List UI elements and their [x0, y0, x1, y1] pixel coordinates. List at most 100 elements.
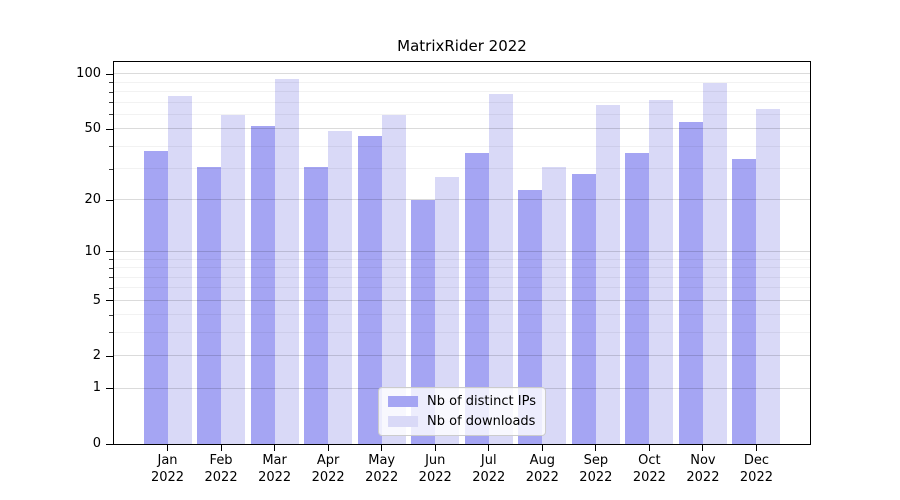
x-tick-month: Feb — [209, 453, 233, 468]
x-tick-month: Oct — [638, 453, 661, 468]
x-tick-month: Aug — [529, 453, 555, 468]
x-tick-label: Sep 2022 — [564, 452, 628, 486]
bar-nb-of-downloads — [595, 104, 620, 444]
bar-nb-of-distinct-ips — [732, 159, 757, 444]
plot-area: Nb of distinct IPs Nb of downloads — [113, 61, 811, 445]
x-tick-year: 2022 — [150, 470, 185, 485]
x-tick-label: Aug 2022 — [510, 452, 574, 486]
x-tick — [274, 445, 276, 451]
y-minor-tick — [109, 259, 113, 261]
y-minor-tick — [109, 287, 113, 289]
y-tick-label: 5 — [92, 292, 101, 308]
y-minor-tick — [109, 91, 113, 93]
x-tick-label: Mar 2022 — [243, 452, 307, 486]
x-tick-month: Mar — [262, 453, 287, 468]
x-tick-year: 2022 — [525, 470, 559, 485]
bar-nb-of-distinct-ips — [250, 126, 275, 444]
x-tick-label: Apr 2022 — [296, 452, 360, 486]
bar-nb-of-downloads — [221, 114, 246, 444]
bar-nb-of-distinct-ips — [197, 166, 222, 444]
x-tick-month: Jan — [157, 453, 178, 468]
y-tick — [106, 73, 113, 75]
x-tick — [488, 445, 490, 451]
x-tick-year: 2022 — [739, 470, 773, 485]
legend-label: Nb of distinct IPs — [427, 394, 536, 409]
bar-nb-of-distinct-ips — [357, 135, 382, 444]
y-minor-tick — [109, 276, 113, 278]
bar-nb-of-downloads — [274, 79, 299, 444]
x-tick-month: Sep — [583, 453, 609, 468]
x-tick-month: Dec — [743, 453, 770, 468]
x-tick — [702, 445, 704, 451]
y-minor-tick — [109, 82, 113, 84]
x-tick-label: Jun 2022 — [403, 452, 467, 486]
y-tick — [106, 355, 113, 357]
x-tick-month: May — [368, 453, 396, 468]
y-tick-label: 0 — [92, 436, 101, 451]
y-tick-label: 100 — [76, 66, 101, 82]
x-tick-year: 2022 — [632, 470, 666, 485]
y-tick — [106, 251, 113, 253]
y-minor-tick — [109, 114, 113, 116]
x-tick — [595, 445, 597, 451]
legend-item: Nb of distinct IPs — [388, 394, 536, 409]
bar-nb-of-downloads — [702, 82, 727, 444]
x-tick-year: 2022 — [579, 470, 613, 485]
x-tick — [167, 445, 169, 451]
y-tick-label: 2 — [92, 348, 101, 364]
y-tick-label: 20 — [84, 192, 101, 208]
y-tick — [106, 128, 113, 130]
x-tick — [381, 445, 383, 451]
chart-title: MatrixRider 2022 — [397, 37, 527, 55]
y-tick — [106, 387, 113, 389]
x-tick-label: Dec 2022 — [724, 452, 788, 486]
x-tick — [327, 445, 329, 451]
y-tick-label: 1 — [92, 380, 101, 396]
x-tick-year: 2022 — [204, 470, 238, 485]
y-minor-tick — [109, 168, 113, 170]
legend-item: Nb of downloads — [388, 414, 536, 429]
legend: Nb of distinct IPs Nb of downloads — [378, 387, 546, 436]
y-tick — [106, 199, 113, 201]
x-tick-year: 2022 — [365, 470, 399, 485]
bar-nb-of-distinct-ips — [571, 174, 596, 444]
x-tick-month: Jul — [480, 453, 497, 468]
x-tick — [434, 445, 436, 451]
x-tick-label: Feb 2022 — [189, 452, 253, 486]
bar-nb-of-downloads — [328, 130, 353, 444]
legend-label: Nb of downloads — [427, 414, 536, 429]
x-tick-year: 2022 — [258, 470, 292, 485]
y-minor-tick — [109, 332, 113, 334]
x-tick — [541, 445, 543, 451]
x-tick-year: 2022 — [686, 470, 720, 485]
y-minor-tick — [109, 267, 113, 269]
y-tick-label: 10 — [84, 243, 101, 259]
bar-nb-of-distinct-ips — [143, 150, 168, 444]
y-minor-tick — [109, 314, 113, 316]
bar-nb-of-downloads — [488, 94, 513, 444]
y-minor-tick — [109, 146, 113, 148]
x-tick-year: 2022 — [418, 470, 452, 485]
x-tick — [648, 445, 650, 451]
bar-nb-of-downloads — [542, 166, 567, 444]
y-minor-tick — [109, 102, 113, 104]
bar-nb-of-distinct-ips — [625, 152, 650, 444]
x-tick — [755, 445, 757, 451]
x-tick-label: Jul 2022 — [457, 452, 521, 486]
x-tick-year: 2022 — [472, 470, 506, 485]
x-tick — [220, 445, 222, 451]
x-tick-month: Nov — [690, 453, 716, 468]
x-tick-label: Oct 2022 — [617, 452, 681, 486]
bar-nb-of-downloads — [649, 100, 674, 444]
x-tick-month: Jun — [425, 453, 446, 468]
bar-nb-of-downloads — [756, 108, 781, 444]
x-tick-month: Apr — [316, 453, 340, 468]
bar-nb-of-distinct-ips — [678, 121, 703, 444]
x-tick-label: Nov 2022 — [671, 452, 735, 486]
x-tick-year: 2022 — [311, 470, 345, 485]
legend-swatch — [388, 396, 419, 407]
y-tick — [106, 300, 113, 302]
y-tick — [106, 443, 113, 445]
x-tick-label: Jan 2022 — [136, 452, 200, 486]
